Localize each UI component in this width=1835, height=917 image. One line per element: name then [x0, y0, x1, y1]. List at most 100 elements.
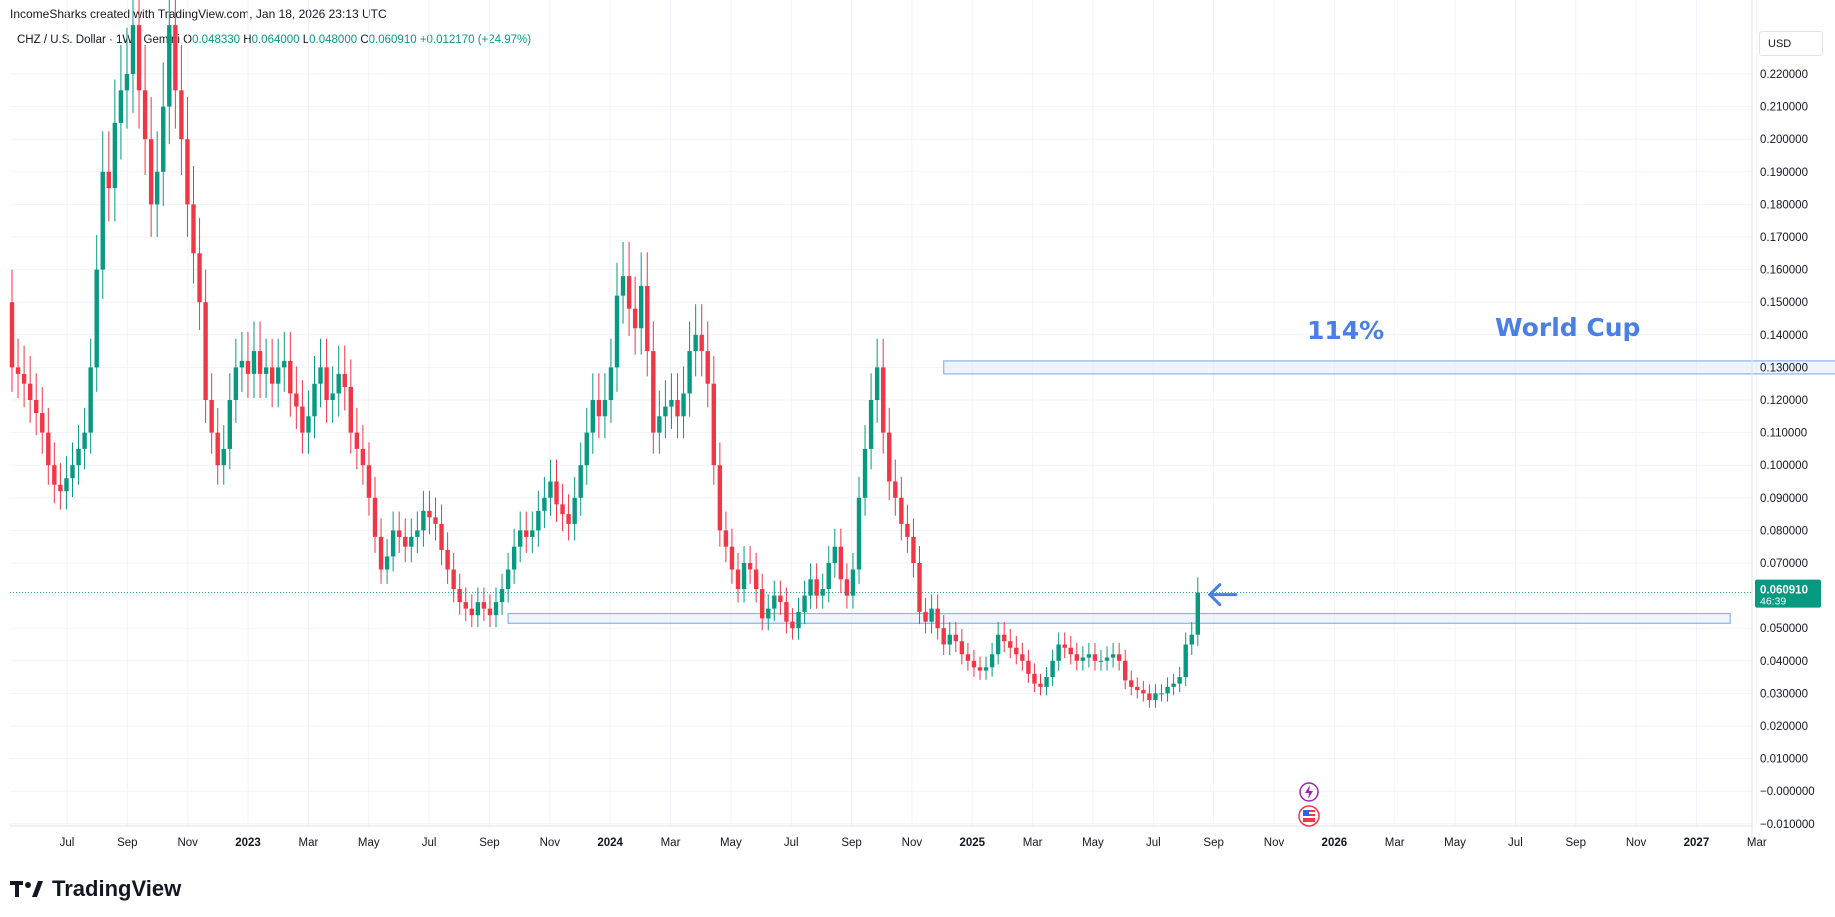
time-tick-label: Mar — [298, 837, 318, 849]
candle — [790, 608, 795, 640]
candle — [753, 552, 759, 603]
candle — [445, 532, 450, 584]
candle — [1171, 673, 1176, 696]
candle — [983, 656, 989, 680]
candle — [1104, 646, 1110, 671]
candle — [693, 304, 698, 377]
zone-rectangle — [507, 612, 1731, 624]
candle — [457, 573, 462, 615]
candle — [717, 442, 723, 547]
candle — [614, 262, 620, 392]
legend-low-label: L — [302, 34, 310, 46]
candle — [1177, 666, 1182, 693]
candle — [197, 217, 202, 330]
time-tick-label: Nov — [177, 837, 198, 849]
time-tick-label: Jul — [60, 837, 75, 849]
candle — [663, 380, 668, 439]
candle — [1002, 622, 1007, 652]
candle — [899, 476, 904, 541]
candle — [106, 131, 111, 222]
candle — [953, 622, 958, 652]
candle — [620, 241, 626, 324]
candle — [741, 546, 747, 603]
time-tick-label: Jul — [1146, 837, 1161, 849]
candle — [1026, 649, 1031, 683]
candle — [161, 62, 166, 207]
candle — [657, 390, 662, 454]
candle — [257, 321, 263, 399]
price-tick-label: 0.010000 — [1760, 754, 1808, 766]
candle — [167, 0, 172, 145]
tradingview-logo[interactable]: TradingView — [10, 876, 181, 902]
time-tick-label: 2027 — [1684, 837, 1710, 849]
candle — [917, 546, 922, 625]
candle — [1098, 649, 1104, 671]
candle — [215, 407, 220, 485]
candle — [584, 407, 589, 485]
candle — [52, 442, 57, 504]
time-tick-label: Nov — [1626, 837, 1647, 849]
candle — [536, 490, 541, 547]
currency-selector[interactable]: USD — [1759, 31, 1823, 56]
candle — [959, 628, 965, 665]
candle — [929, 594, 934, 634]
candle — [608, 338, 614, 423]
candle — [397, 511, 402, 553]
candle — [905, 504, 910, 553]
candle — [403, 518, 408, 563]
candle — [766, 594, 771, 631]
candle — [94, 235, 99, 392]
candle — [294, 366, 299, 430]
candle — [784, 587, 789, 634]
candle — [1020, 642, 1025, 671]
price-tick-label: 0.140000 — [1760, 330, 1808, 342]
time-tick-label: Nov — [1264, 837, 1285, 849]
candle — [989, 642, 995, 677]
legend-close: 0.060910 — [368, 34, 417, 46]
price-tick-label: 0.100000 — [1760, 460, 1808, 472]
candle — [1074, 642, 1079, 671]
price-tick-label: 0.020000 — [1760, 721, 1808, 733]
candle — [76, 425, 81, 485]
candle — [40, 387, 45, 454]
candle — [415, 511, 420, 553]
candle — [1129, 670, 1134, 696]
candle — [499, 573, 505, 615]
candle — [1116, 642, 1122, 671]
candle — [1014, 635, 1019, 665]
candle — [572, 476, 577, 541]
chart-credit: IncomeSharks created with TradingView.co… — [10, 7, 387, 21]
last-price-badge — [1755, 579, 1821, 608]
candle — [965, 642, 971, 671]
price-tick-label: 0.170000 — [1760, 232, 1808, 244]
price-tick-label: 0.190000 — [1760, 167, 1808, 179]
candle — [336, 345, 341, 417]
candle — [439, 504, 444, 566]
candle — [70, 442, 75, 498]
legend-open: 0.048330 — [192, 34, 241, 46]
price-tick-label: 0.120000 — [1760, 395, 1808, 407]
candle — [935, 594, 940, 640]
candle — [209, 373, 214, 454]
candle — [312, 355, 317, 439]
time-tick-label: Sep — [1566, 837, 1586, 849]
time-tick-label: 2024 — [597, 837, 623, 849]
candle — [384, 539, 390, 584]
time-axis: Jul Sep Nov 2023 Mar May Jul Sep Nov 2024 Mar May Ju… — [10, 825, 1767, 849]
candle — [9, 269, 15, 392]
time-tick-label: May — [358, 837, 380, 849]
candle — [645, 252, 650, 377]
candle — [1141, 680, 1146, 702]
time-tick-label: May — [1444, 837, 1466, 849]
candle — [342, 345, 347, 411]
candle — [590, 373, 595, 454]
candle — [366, 442, 372, 516]
candle — [1153, 684, 1158, 708]
candle — [1195, 577, 1200, 646]
candle — [705, 321, 710, 408]
time-tick-label: Mar — [1747, 837, 1767, 849]
time-tick-label: Jul — [1508, 837, 1523, 849]
price-tick-label: 0.040000 — [1760, 656, 1808, 668]
legend-low: 0.048000 — [309, 34, 358, 46]
